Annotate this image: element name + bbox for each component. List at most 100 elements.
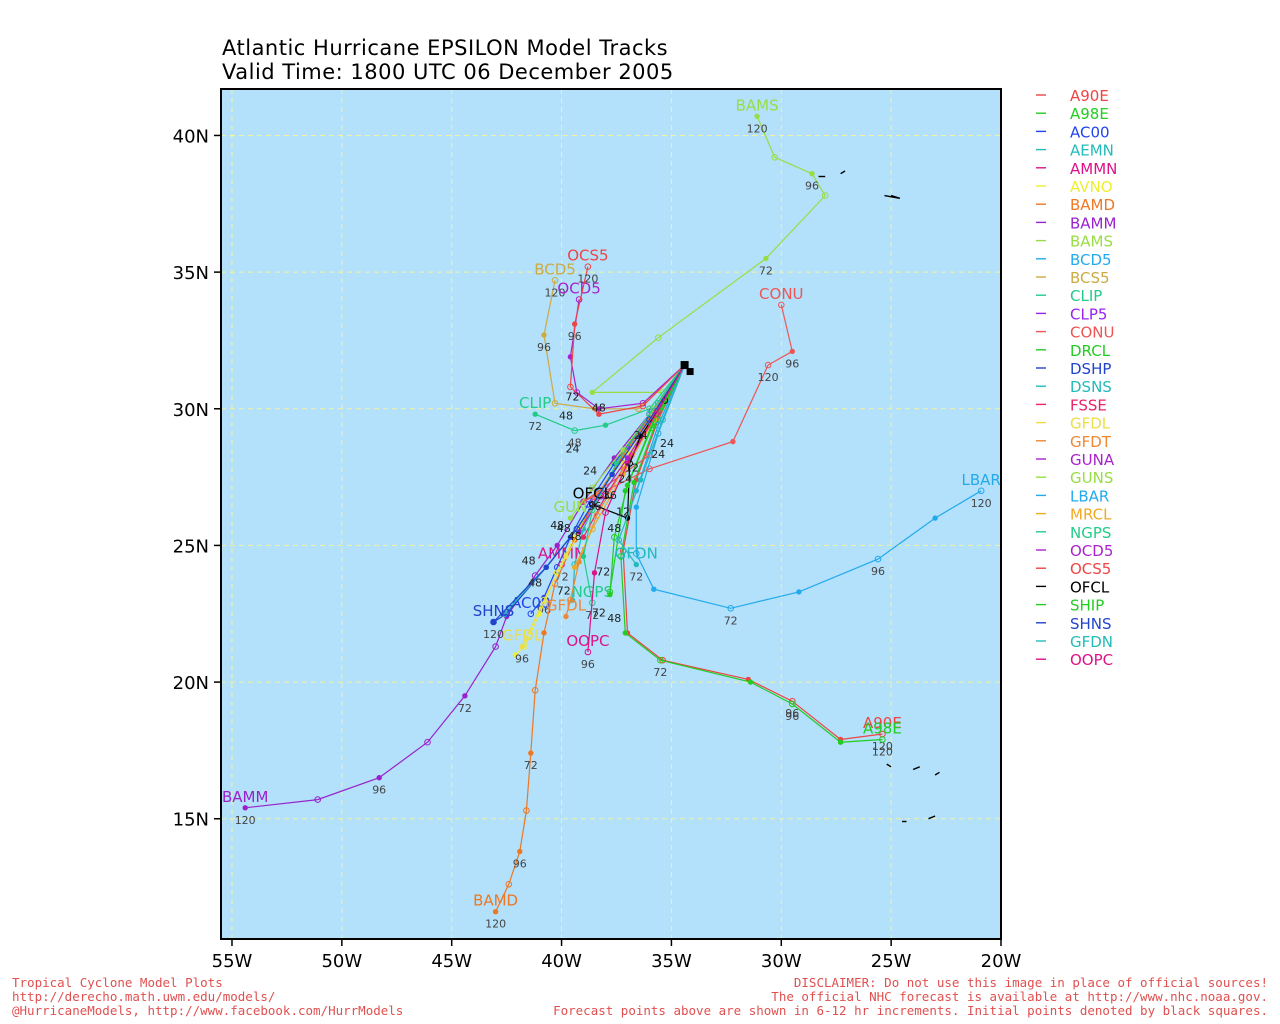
forecast-hour-label: 120 bbox=[485, 918, 506, 931]
legend-entry-ocs5: OCS5 bbox=[1070, 560, 1111, 578]
forecast-point-bams bbox=[771, 154, 779, 161]
track-bams: 72 96 120 BAMS bbox=[589, 96, 829, 396]
forecast-hour-label: 24 bbox=[651, 448, 665, 461]
forecast-hour-label: 12 bbox=[625, 462, 639, 475]
legend-entry-ship: SHIP bbox=[1070, 597, 1104, 615]
legend-entry-aemn: AEMN bbox=[1070, 142, 1114, 160]
legend-entry-oopc: OOPC bbox=[1070, 651, 1113, 669]
track-end-label: BAMS bbox=[736, 96, 779, 114]
forecast-point-ocs5 bbox=[567, 383, 574, 391]
track-end-label: GUN bbox=[553, 498, 587, 516]
forecast-hour-label: 96 bbox=[515, 653, 529, 666]
forecast-point-shns bbox=[543, 564, 549, 570]
forecast-hour-label: 48 bbox=[568, 530, 582, 543]
y-tick-label: 20N bbox=[173, 673, 209, 694]
forecast-point-ofcl bbox=[589, 501, 596, 508]
forecast-point-lbar bbox=[633, 550, 640, 557]
forecast-hour-label: 36 bbox=[603, 489, 617, 502]
forecast-hour-label: 48 bbox=[559, 410, 573, 423]
forecast-hour-label: 120 bbox=[872, 746, 893, 759]
forecast-point-bamd bbox=[528, 750, 534, 756]
track-end-label: LBAR bbox=[962, 471, 1001, 489]
forecast-point-ocd5 bbox=[573, 389, 581, 396]
forecast-point-clip bbox=[602, 422, 609, 428]
forecast-point-oopc bbox=[584, 648, 592, 656]
forecast-point-lbar bbox=[796, 589, 802, 595]
track-end-label: OCS5 bbox=[567, 247, 608, 265]
legend-entry-clip: CLIP bbox=[1070, 287, 1102, 305]
forecast-hour-label: 96 bbox=[372, 784, 386, 797]
forecast-hour-label: 120 bbox=[758, 371, 779, 384]
forecast-hour-label: 72 bbox=[557, 585, 571, 598]
island-outline bbox=[912, 766, 920, 771]
y-tick-label: 30N bbox=[173, 400, 209, 421]
forecast-point-bamm bbox=[554, 542, 560, 549]
forecast-hour-label: 120 bbox=[577, 273, 598, 286]
track-end-label: A98E bbox=[863, 720, 902, 738]
legend-entry-guns: GUNS bbox=[1070, 469, 1113, 487]
forecast-point-gfdn bbox=[615, 536, 623, 544]
forecast-point-a98e bbox=[837, 739, 844, 745]
x-tick-label: 45W bbox=[431, 951, 472, 972]
y-tick-label: 40N bbox=[173, 126, 209, 147]
forecast-point-guna bbox=[624, 455, 631, 461]
legend-entry-bcd5: BCD5 bbox=[1070, 251, 1112, 269]
forecast-point-a98e bbox=[622, 630, 628, 636]
track-end-label: CONU bbox=[759, 285, 803, 303]
track-end-label: OCD5 bbox=[557, 280, 600, 298]
forecast-point-gfdn bbox=[638, 477, 644, 483]
forecast-point-conu bbox=[730, 438, 736, 445]
track-line-lbar bbox=[635, 364, 982, 609]
forecast-hour-label: 48 bbox=[557, 522, 571, 535]
legend-entry-gfdt: GFDT bbox=[1070, 433, 1112, 451]
x-tick-label: 55W bbox=[212, 951, 253, 972]
forecast-point-bamd bbox=[531, 687, 539, 694]
forecast-point-gfdn bbox=[659, 416, 666, 424]
forecast-point-oopc bbox=[602, 509, 609, 516]
forecast-point-ngps bbox=[613, 460, 620, 467]
forecast-hour-label: 96 bbox=[785, 710, 799, 723]
track-ship bbox=[607, 364, 686, 598]
forecast-point-ocd5 bbox=[596, 406, 602, 412]
legend-entry-gfdl: GFDL bbox=[1070, 415, 1111, 433]
forecast-point-oopc bbox=[652, 410, 660, 418]
forecast-point-ocs5 bbox=[596, 411, 602, 417]
forecast-hour-label: 48 bbox=[607, 612, 621, 625]
track-end-label: NGPS bbox=[572, 583, 613, 601]
forecast-point-bcs5 bbox=[541, 332, 547, 338]
forecast-hour-label: 48 bbox=[607, 522, 621, 535]
forecast-hour-label: 96 bbox=[513, 858, 527, 871]
track-line-oopc bbox=[587, 364, 686, 653]
track-conu: 120 96 CONU bbox=[580, 285, 804, 505]
legend-entry-fsse: FSSE bbox=[1070, 396, 1107, 414]
footer-left-line-2: http://derecho.math.uwm.edu/models/ bbox=[12, 989, 276, 1004]
track-ocd5: OCD5 bbox=[557, 280, 686, 412]
y-tick-label: 25N bbox=[173, 536, 209, 557]
forecast-hour-label: 96 bbox=[537, 341, 551, 354]
forecast-point-ocs5 bbox=[572, 321, 578, 327]
forecast-point-mrcl bbox=[589, 525, 596, 533]
forecast-point-bams bbox=[589, 389, 595, 396]
forecast-hour-label: 72 bbox=[528, 420, 542, 433]
legend-entry-a90e: A90E bbox=[1070, 87, 1109, 105]
forecast-hour-label: 96 bbox=[871, 565, 885, 578]
track-ocs5: 96 120 OCS5 bbox=[567, 247, 686, 417]
forecast-hour-label: 72 bbox=[724, 614, 738, 627]
forecast-point-bamd bbox=[523, 807, 530, 814]
forecast-hour-label: 72 bbox=[653, 666, 667, 679]
forecast-hour-label: 48 bbox=[592, 402, 606, 415]
legend-entry-gfdn: GFDN bbox=[1070, 633, 1113, 651]
legend-entry-ngps: NGPS bbox=[1070, 524, 1111, 542]
forecast-point-conu bbox=[789, 348, 795, 355]
track-a98e: 72 96 120 A98E bbox=[617, 364, 902, 759]
forecast-point-conu bbox=[764, 361, 772, 369]
forecast-point-bamd bbox=[505, 881, 513, 888]
island-outline bbox=[934, 771, 940, 776]
forecast-hour-label: 120 bbox=[235, 814, 256, 827]
forecast-point-gfdl bbox=[563, 553, 569, 560]
forecast-point-lbar bbox=[874, 555, 882, 563]
legend-entry-a98e: A98E bbox=[1070, 105, 1109, 123]
forecast-point-guns bbox=[567, 515, 574, 521]
forecast-point-bamm bbox=[314, 796, 322, 803]
forecast-hour-label: 24 bbox=[660, 437, 674, 450]
